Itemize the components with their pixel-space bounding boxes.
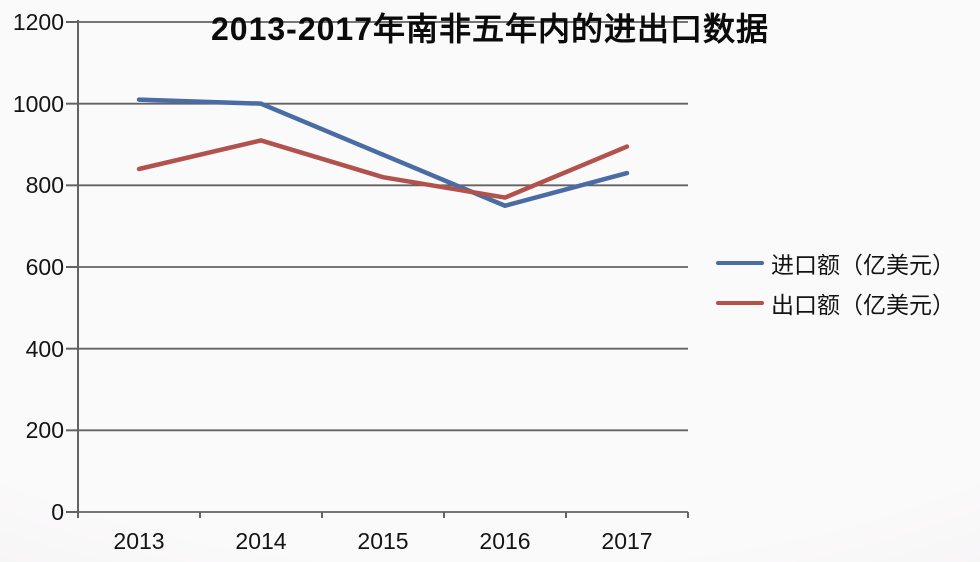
legend-label: 进口额（亿美元） xyxy=(771,252,955,278)
y-tick-label: 0 xyxy=(51,499,64,525)
y-tick-label: 1000 xyxy=(12,90,64,117)
y-tick-label: 600 xyxy=(25,254,64,280)
chart-title: 2013-2017年南非五年内的进出口数据 xyxy=(210,11,770,47)
y-tick-label: 800 xyxy=(25,172,64,199)
x-tick-label: 2013 xyxy=(113,528,165,554)
import-legend-line-icon xyxy=(716,261,764,265)
import-series-line xyxy=(136,97,630,208)
y-tick-label: 1200 xyxy=(12,9,64,35)
x-tick-label: 2015 xyxy=(357,528,409,554)
export-series-line xyxy=(136,138,630,200)
legend: 进口额（亿美元） 出口额（亿美元） xyxy=(716,243,955,323)
x-tick-label: 2014 xyxy=(235,528,287,554)
y-tick-label: 200 xyxy=(25,417,64,444)
export-legend-line-icon xyxy=(716,301,764,305)
x-tick-label: 2017 xyxy=(601,528,653,554)
legend-item: 出口额（亿美元） xyxy=(716,283,955,323)
legend-label: 出口额（亿美元） xyxy=(771,292,955,318)
y-tick-label: 400 xyxy=(25,335,64,362)
legend-item: 进口额（亿美元） xyxy=(716,243,955,283)
x-tick-label: 2016 xyxy=(479,528,531,554)
